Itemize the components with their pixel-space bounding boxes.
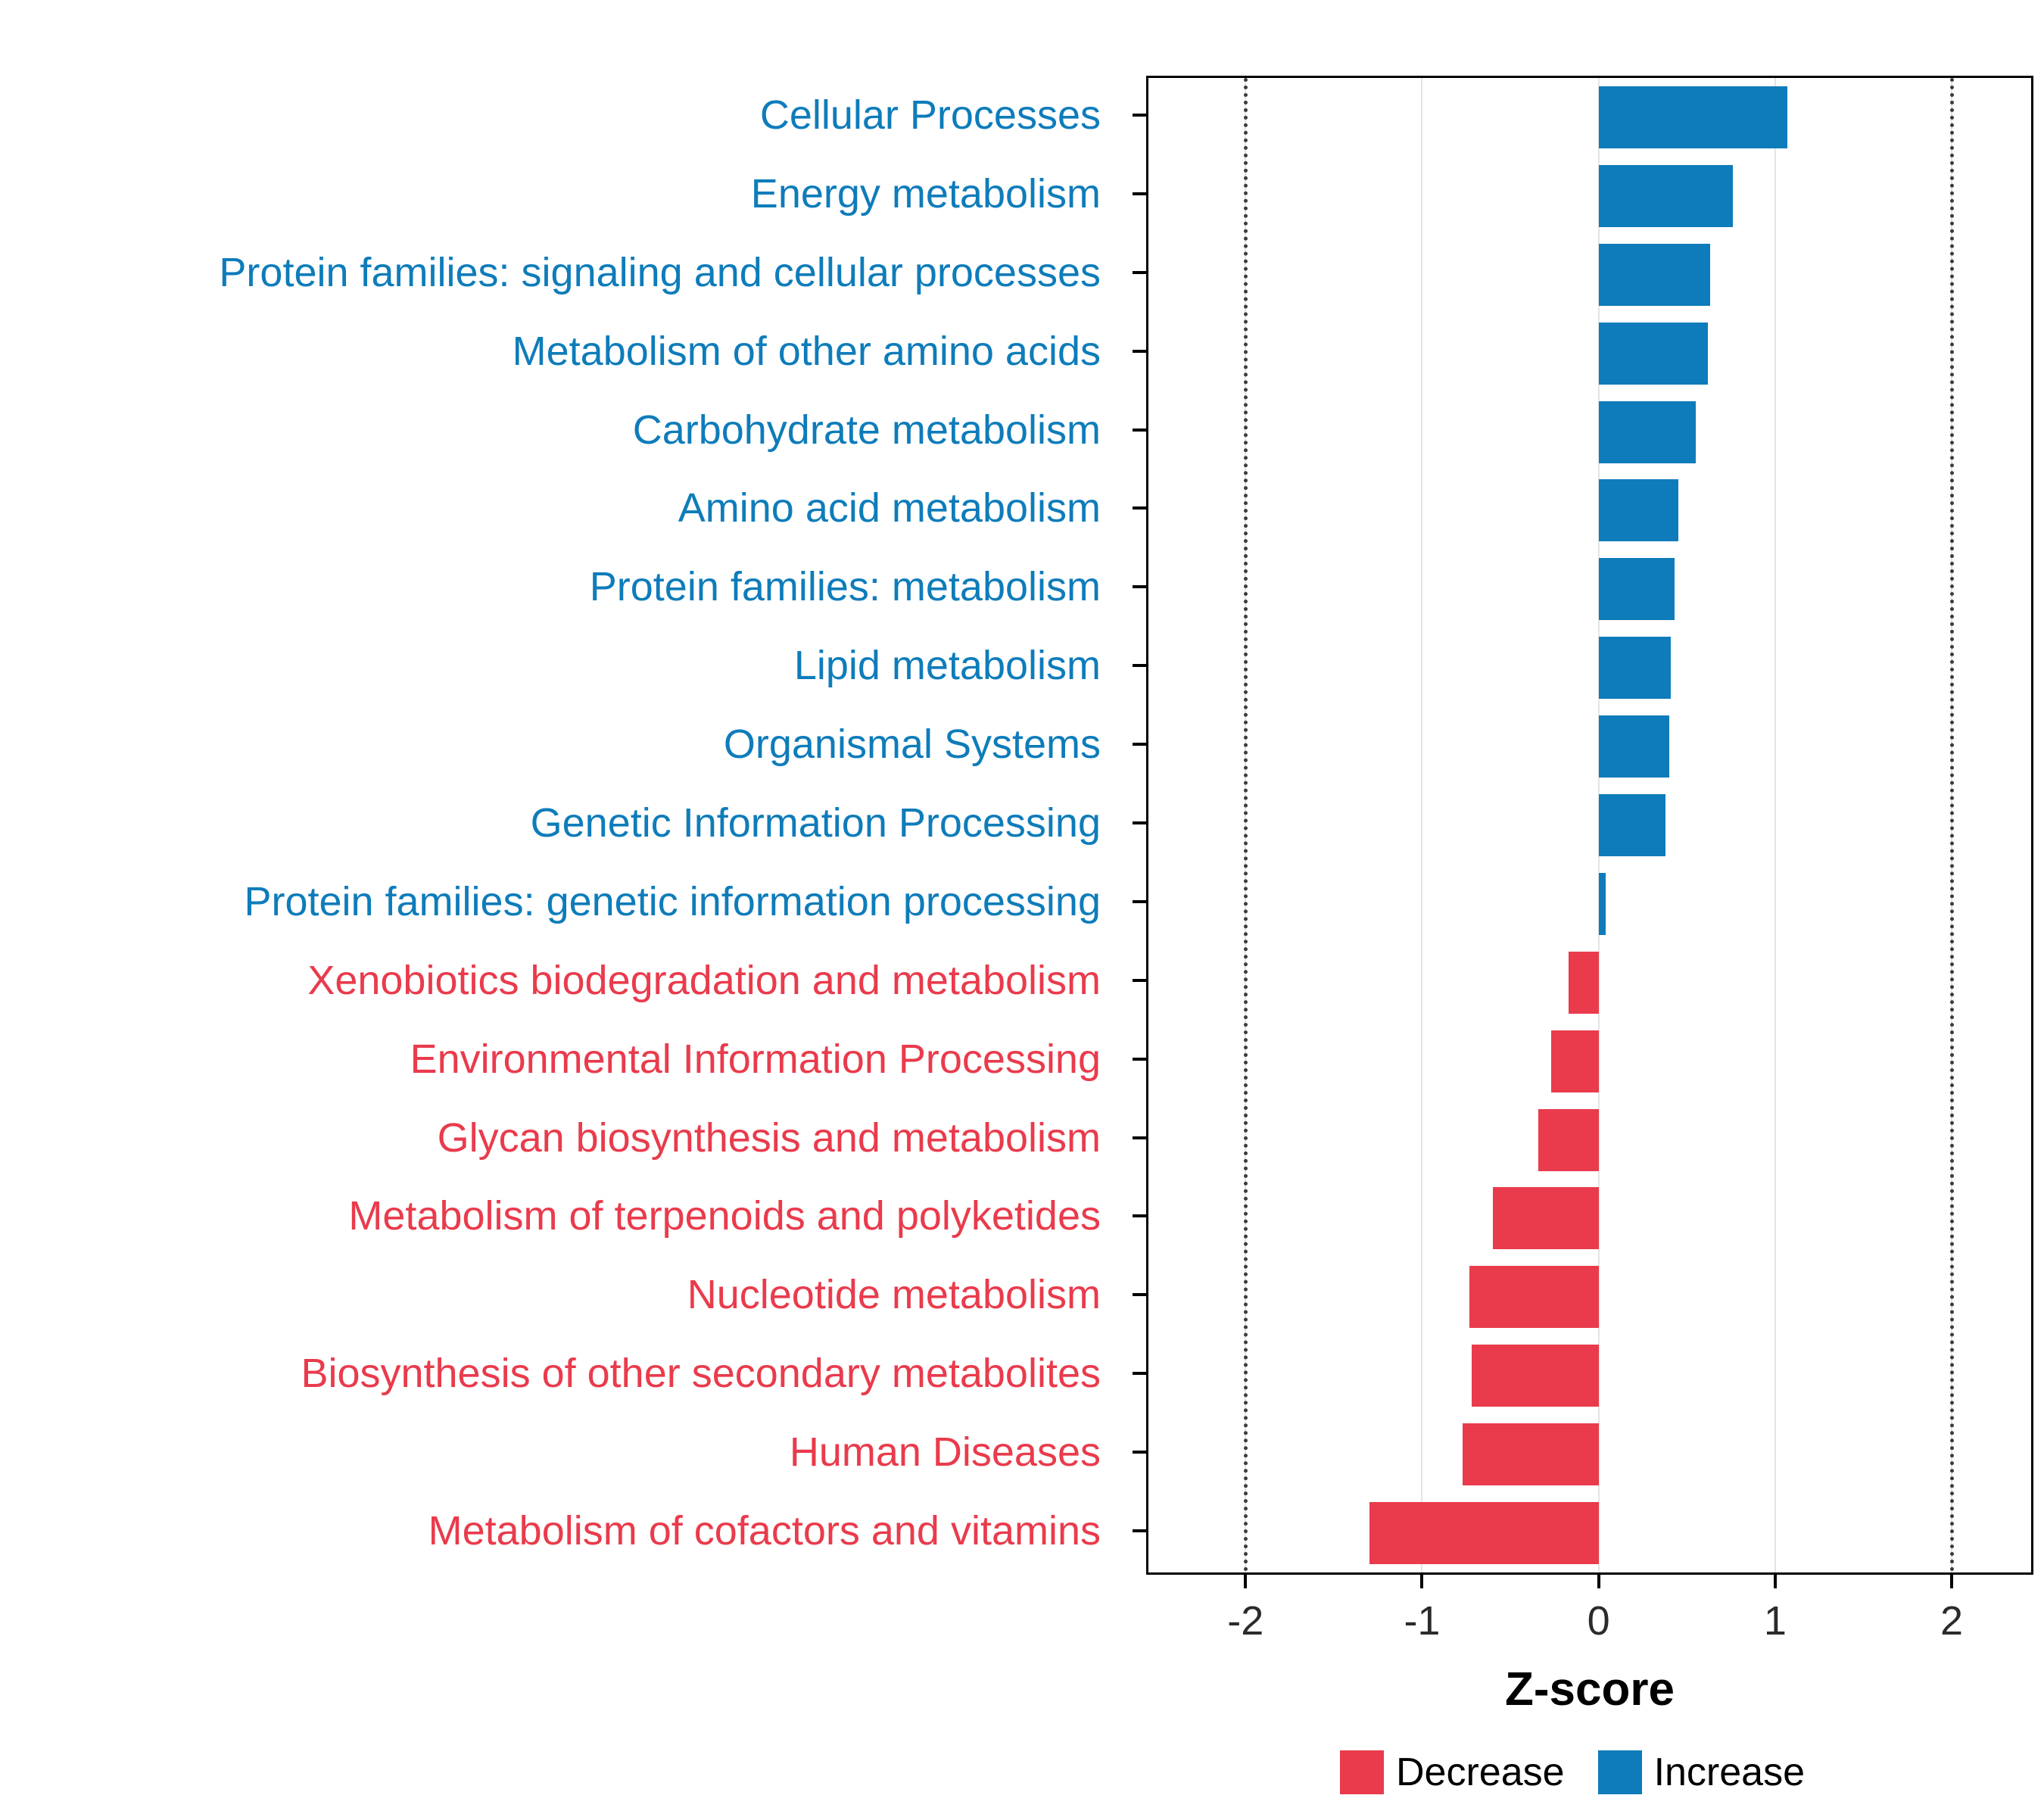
legend-item-increase: Increase bbox=[1597, 1750, 1806, 1795]
category-label: Energy metabolism bbox=[750, 170, 1101, 217]
category-label: Xenobiotics biodegradation and metabolis… bbox=[307, 957, 1101, 1003]
y-tick-mark bbox=[1133, 1136, 1146, 1139]
y-tick-mark bbox=[1133, 821, 1146, 824]
y-tick-mark bbox=[1133, 506, 1146, 510]
bar bbox=[1471, 1345, 1599, 1407]
dotted-reference-line-x-2 bbox=[1950, 78, 1955, 1572]
x-tick-mark bbox=[1420, 1575, 1424, 1588]
y-tick-mark bbox=[1133, 1451, 1146, 1454]
y-tick-mark bbox=[1133, 270, 1146, 274]
legend: Decrease Increase bbox=[1340, 1746, 1805, 1799]
bar bbox=[1550, 1030, 1599, 1092]
bar bbox=[1598, 558, 1675, 621]
x-axis-title: Z-score bbox=[1505, 1663, 1675, 1716]
category-label: Protein families: genetic information pr… bbox=[244, 878, 1101, 924]
y-tick-mark bbox=[1133, 585, 1146, 589]
dotted-reference-line-x--2 bbox=[1244, 78, 1248, 1572]
y-tick-mark bbox=[1133, 349, 1146, 353]
legend-swatch bbox=[1340, 1750, 1384, 1794]
legend-swatch bbox=[1597, 1750, 1642, 1794]
bar bbox=[1598, 164, 1733, 227]
y-tick-mark bbox=[1133, 1214, 1146, 1218]
x-tick-label: 1 bbox=[1763, 1598, 1787, 1644]
x-tick-mark bbox=[1597, 1575, 1600, 1588]
category-label: Cellular Processes bbox=[759, 92, 1101, 138]
category-label: Organismal Systems bbox=[723, 722, 1101, 768]
gridline-x-1 bbox=[1774, 78, 1776, 1572]
category-label: Carbohydrate metabolism bbox=[632, 407, 1101, 453]
legend-label: Increase bbox=[1653, 1750, 1806, 1794]
x-tick-label: 0 bbox=[1587, 1598, 1610, 1644]
category-label: Protein families: signaling and cellular… bbox=[219, 249, 1101, 295]
bar bbox=[1598, 872, 1606, 935]
category-label: Metabolism of cofactors and vitamins bbox=[428, 1508, 1101, 1554]
bar bbox=[1598, 715, 1669, 778]
category-label: Genetic Information Processing bbox=[530, 799, 1101, 846]
x-tick-label: 2 bbox=[1940, 1598, 1964, 1644]
bar bbox=[1598, 794, 1666, 856]
y-tick-mark bbox=[1133, 192, 1146, 195]
y-tick-mark bbox=[1133, 899, 1146, 903]
category-label: Human Diseases bbox=[789, 1429, 1101, 1476]
bar bbox=[1598, 322, 1709, 385]
bar bbox=[1538, 1108, 1599, 1171]
bar bbox=[1492, 1187, 1599, 1250]
category-label: Nucleotide metabolism bbox=[687, 1272, 1101, 1318]
bar bbox=[1598, 243, 1710, 306]
bar bbox=[1598, 637, 1672, 700]
y-tick-mark bbox=[1133, 1057, 1146, 1061]
plot-panel bbox=[1146, 76, 2033, 1575]
legend-label: Decrease bbox=[1396, 1750, 1565, 1794]
category-label: Environmental Information Processing bbox=[410, 1036, 1101, 1082]
bar bbox=[1463, 1423, 1599, 1486]
y-tick-mark bbox=[1133, 1529, 1146, 1533]
category-label: Protein families: metabolism bbox=[589, 564, 1101, 610]
bar bbox=[1598, 86, 1788, 148]
x-tick-label: -1 bbox=[1404, 1598, 1441, 1644]
bar bbox=[1569, 951, 1599, 1014]
y-tick-mark bbox=[1133, 743, 1146, 746]
category-label: Lipid metabolism bbox=[793, 643, 1101, 689]
gridline-x--1 bbox=[1421, 78, 1423, 1572]
category-label: Amino acid metabolism bbox=[678, 485, 1101, 531]
bar bbox=[1369, 1502, 1599, 1565]
x-tick-mark bbox=[1950, 1575, 1954, 1588]
x-tick-mark bbox=[1773, 1575, 1777, 1588]
y-tick-mark bbox=[1133, 664, 1146, 668]
x-tick-mark bbox=[1244, 1575, 1248, 1588]
y-tick-mark bbox=[1133, 978, 1146, 982]
y-tick-mark bbox=[1133, 1372, 1146, 1376]
y-axis-labels: Cellular Processes Energy metabolism Prote… bbox=[0, 76, 1122, 1575]
category-label: Biosynthesis of other secondary metaboli… bbox=[301, 1351, 1101, 1397]
bar bbox=[1598, 479, 1678, 542]
y-tick-mark bbox=[1133, 113, 1146, 117]
category-label: Metabolism of other amino acids bbox=[512, 328, 1101, 374]
category-label: Metabolism of terpenoids and polyketides bbox=[348, 1193, 1101, 1239]
y-tick-mark bbox=[1133, 1293, 1146, 1297]
x-tick-label: -2 bbox=[1227, 1598, 1264, 1644]
bar bbox=[1469, 1266, 1599, 1329]
category-label: Glycan biosynthesis and metabolism bbox=[437, 1114, 1101, 1161]
legend-item-decrease: Decrease bbox=[1340, 1750, 1565, 1795]
bar bbox=[1598, 400, 1696, 463]
y-tick-mark bbox=[1133, 428, 1146, 432]
